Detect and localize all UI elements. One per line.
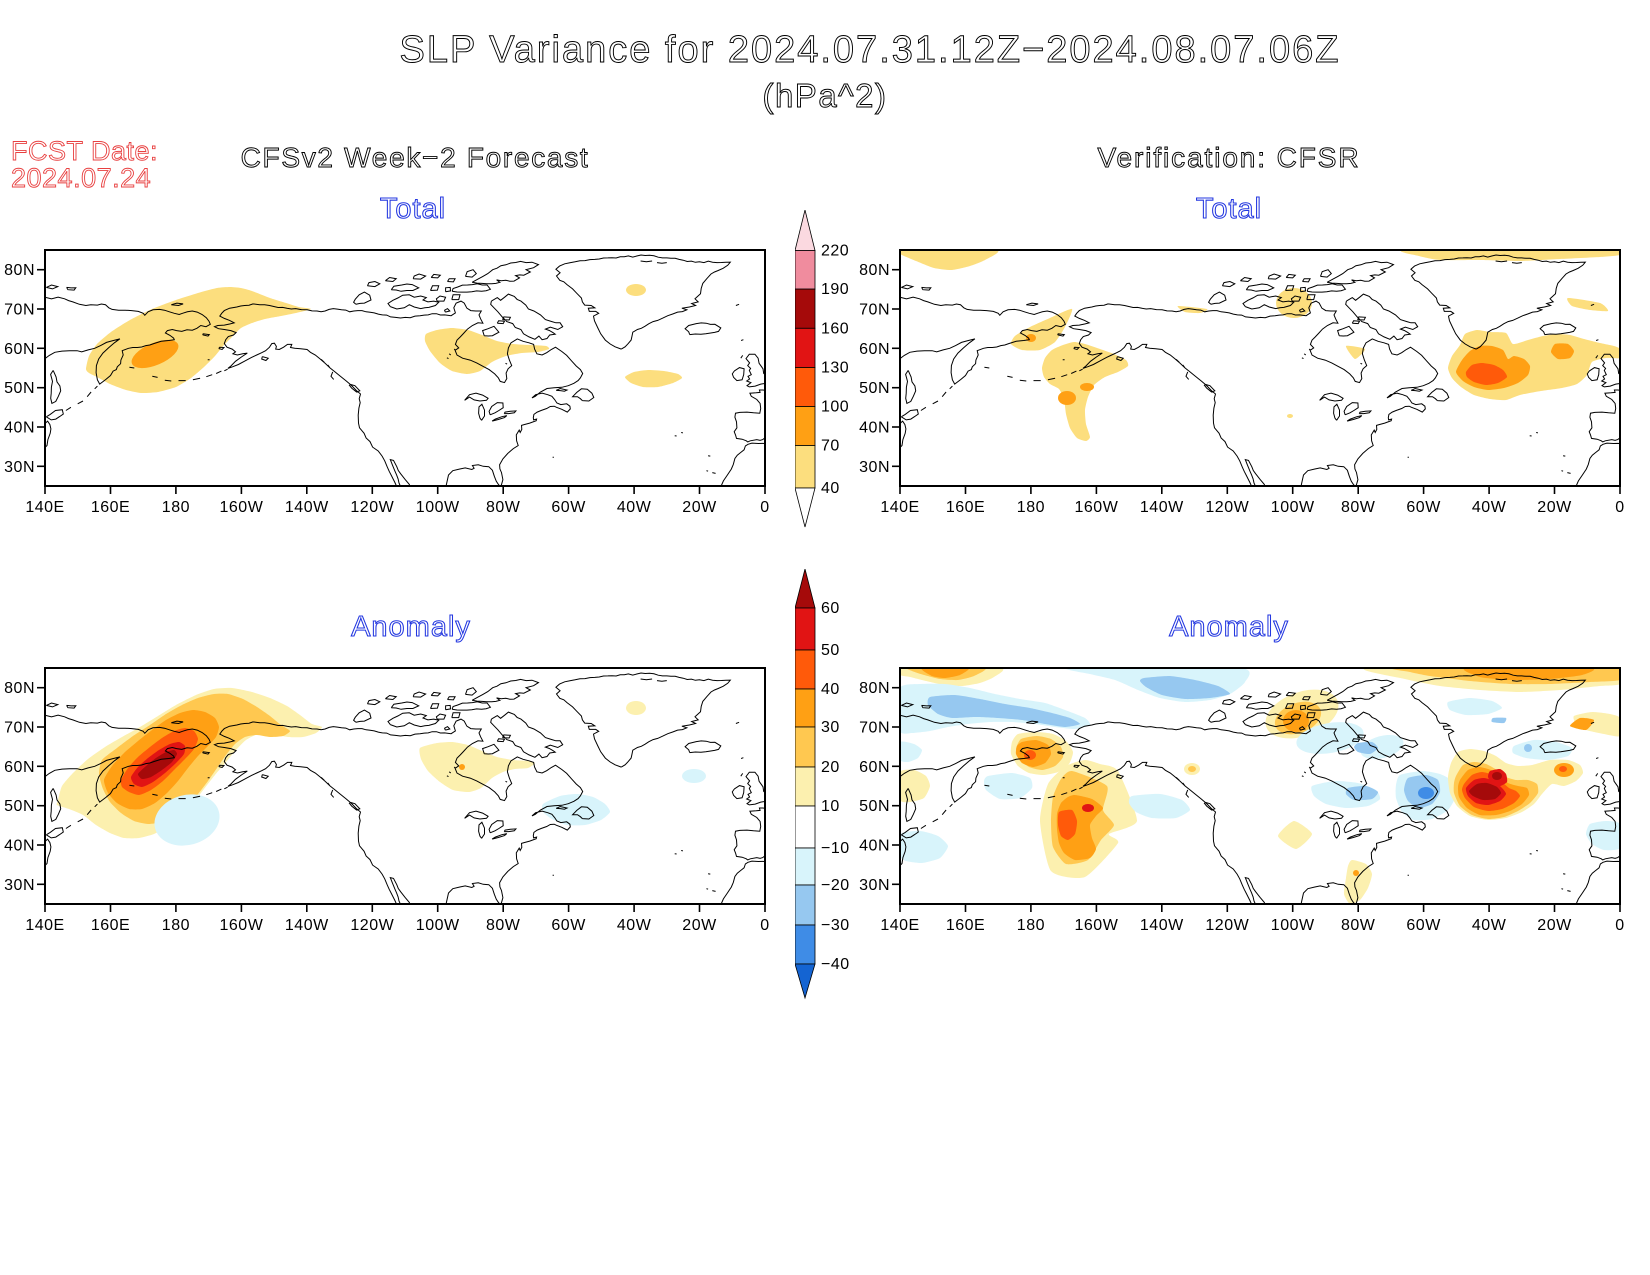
- svg-text:180: 180: [1017, 499, 1045, 516]
- svg-text:40: 40: [821, 681, 840, 698]
- svg-text:140W: 140W: [1140, 917, 1184, 934]
- svg-text:100W: 100W: [1271, 917, 1315, 934]
- svg-text:40: 40: [821, 480, 840, 497]
- svg-text:100W: 100W: [416, 917, 460, 934]
- svg-text:120W: 120W: [350, 499, 394, 516]
- svg-text:0: 0: [1615, 499, 1624, 516]
- svg-text:0: 0: [760, 917, 769, 934]
- svg-text:30N: 30N: [859, 459, 890, 476]
- svg-text:0: 0: [760, 499, 769, 516]
- svg-text:220: 220: [821, 242, 849, 259]
- svg-text:140W: 140W: [285, 917, 329, 934]
- svg-text:50N: 50N: [859, 798, 890, 815]
- svg-text:180: 180: [162, 499, 190, 516]
- svg-text:−20: −20: [821, 877, 850, 894]
- svg-text:50N: 50N: [4, 380, 35, 397]
- svg-text:60: 60: [821, 600, 840, 617]
- svg-text:20W: 20W: [1537, 499, 1572, 516]
- svg-text:120W: 120W: [350, 917, 394, 934]
- svg-text:60N: 60N: [859, 341, 890, 358]
- svg-text:40N: 40N: [859, 838, 890, 855]
- svg-text:160E: 160E: [91, 499, 130, 516]
- svg-text:70N: 70N: [4, 302, 35, 319]
- svg-text:70N: 70N: [859, 302, 890, 319]
- svg-text:140W: 140W: [1140, 499, 1184, 516]
- svg-text:140E: 140E: [880, 499, 919, 516]
- svg-text:30N: 30N: [4, 459, 35, 476]
- svg-text:40W: 40W: [1472, 499, 1507, 516]
- svg-text:180: 180: [1017, 917, 1045, 934]
- svg-text:80N: 80N: [859, 680, 890, 697]
- svg-text:20W: 20W: [682, 917, 717, 934]
- svg-text:60W: 60W: [1406, 499, 1441, 516]
- svg-text:160: 160: [821, 320, 849, 337]
- svg-text:−30: −30: [821, 917, 850, 934]
- svg-text:100W: 100W: [416, 499, 460, 516]
- svg-text:140E: 140E: [880, 917, 919, 934]
- svg-text:60W: 60W: [1406, 917, 1441, 934]
- svg-text:140E: 140E: [25, 499, 64, 516]
- svg-text:130: 130: [821, 359, 849, 376]
- svg-text:160W: 160W: [220, 917, 264, 934]
- svg-text:40W: 40W: [617, 499, 652, 516]
- svg-text:10: 10: [821, 798, 840, 815]
- svg-text:100W: 100W: [1271, 499, 1315, 516]
- svg-text:140E: 140E: [25, 917, 64, 934]
- svg-text:80N: 80N: [4, 680, 35, 697]
- svg-text:160W: 160W: [1075, 499, 1119, 516]
- svg-text:60N: 60N: [4, 341, 35, 358]
- svg-text:40W: 40W: [1472, 917, 1507, 934]
- svg-text:50N: 50N: [4, 798, 35, 815]
- svg-text:80W: 80W: [1341, 499, 1376, 516]
- svg-text:60N: 60N: [859, 759, 890, 776]
- svg-text:160E: 160E: [946, 917, 985, 934]
- svg-text:30N: 30N: [859, 877, 890, 894]
- svg-text:160W: 160W: [1075, 917, 1119, 934]
- svg-text:20: 20: [821, 759, 840, 776]
- svg-text:70N: 70N: [4, 720, 35, 737]
- svg-text:60W: 60W: [551, 499, 586, 516]
- svg-text:40N: 40N: [4, 420, 35, 437]
- svg-text:80W: 80W: [486, 499, 521, 516]
- svg-text:120W: 120W: [1205, 499, 1249, 516]
- svg-text:40N: 40N: [859, 420, 890, 437]
- svg-text:70: 70: [821, 437, 840, 454]
- svg-text:80W: 80W: [486, 917, 521, 934]
- svg-text:30N: 30N: [4, 877, 35, 894]
- svg-text:50N: 50N: [859, 380, 890, 397]
- svg-text:70N: 70N: [859, 720, 890, 737]
- svg-text:120W: 120W: [1205, 917, 1249, 934]
- svg-text:40W: 40W: [617, 917, 652, 934]
- svg-text:80N: 80N: [859, 262, 890, 279]
- svg-text:30: 30: [821, 719, 840, 736]
- svg-text:180: 180: [162, 917, 190, 934]
- svg-text:−40: −40: [821, 956, 850, 973]
- svg-text:0: 0: [1615, 917, 1624, 934]
- svg-text:160E: 160E: [946, 499, 985, 516]
- svg-text:160E: 160E: [91, 917, 130, 934]
- svg-text:40N: 40N: [4, 838, 35, 855]
- svg-text:50: 50: [821, 642, 840, 659]
- svg-text:80N: 80N: [4, 262, 35, 279]
- svg-text:20W: 20W: [682, 499, 717, 516]
- svg-text:80W: 80W: [1341, 917, 1376, 934]
- svg-text:−10: −10: [821, 840, 850, 857]
- svg-text:60N: 60N: [4, 759, 35, 776]
- svg-text:160W: 160W: [220, 499, 264, 516]
- svg-text:60W: 60W: [551, 917, 586, 934]
- svg-text:20W: 20W: [1537, 917, 1572, 934]
- svg-text:100: 100: [821, 398, 849, 415]
- svg-text:140W: 140W: [285, 499, 329, 516]
- svg-text:190: 190: [821, 281, 849, 298]
